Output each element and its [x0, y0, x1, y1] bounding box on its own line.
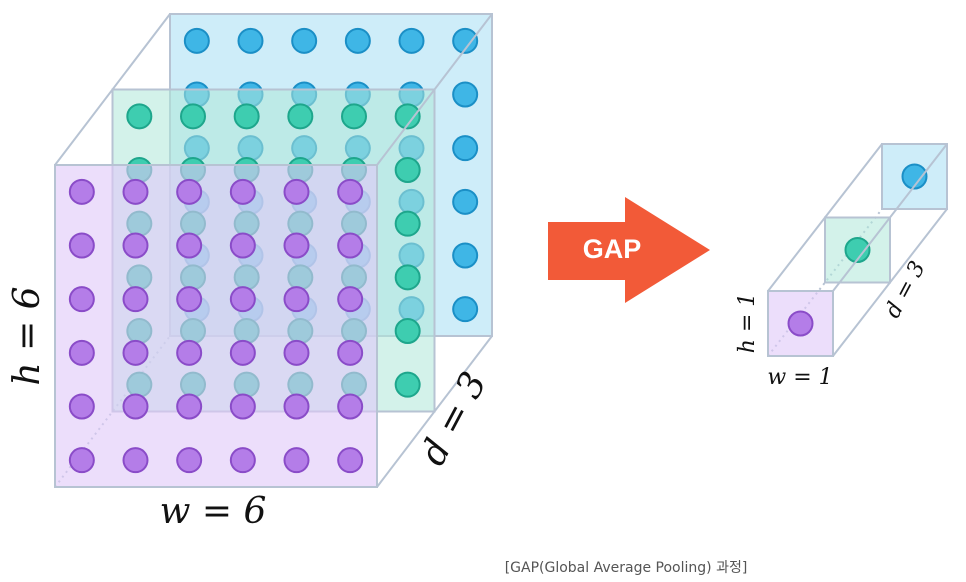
- neuron: [283, 393, 310, 420]
- neuron: [229, 339, 256, 366]
- neuron: [176, 178, 203, 205]
- edge: [376, 335, 493, 488]
- height-label: h = 1: [735, 293, 760, 354]
- edge: [832, 143, 948, 292]
- neuron: [452, 27, 479, 54]
- neuron: [452, 242, 479, 269]
- neuron: [283, 232, 310, 259]
- neuron: [337, 393, 364, 420]
- neuron: [183, 27, 210, 54]
- neuron: [787, 310, 814, 337]
- neuron: [283, 178, 310, 205]
- neuron: [452, 188, 479, 215]
- neuron: [229, 286, 256, 313]
- neuron: [337, 447, 364, 474]
- neuron: [337, 286, 364, 313]
- neuron: [68, 393, 95, 420]
- neuron: [180, 103, 206, 130]
- neuron: [68, 447, 95, 474]
- caption: [GAP(Global Average Pooling) 과정]: [505, 560, 748, 576]
- edge: [767, 143, 883, 292]
- neuron: [344, 27, 371, 54]
- neuron: [283, 339, 310, 366]
- neuron: [291, 27, 318, 54]
- neuron: [452, 296, 479, 323]
- neuron: [176, 447, 203, 474]
- neuron: [122, 393, 149, 420]
- neuron: [68, 286, 95, 313]
- neuron: [68, 232, 95, 259]
- neuron: [233, 103, 260, 130]
- neuron: [237, 27, 264, 54]
- neuron: [122, 286, 149, 313]
- neuron: [337, 339, 364, 366]
- neuron: [452, 135, 479, 162]
- neuron: [844, 237, 871, 263]
- height-label: h = 6: [7, 286, 48, 385]
- edge: [54, 13, 171, 166]
- neuron: [394, 318, 421, 344]
- channel-plane: [54, 164, 378, 488]
- arrow-label: GAP: [583, 234, 642, 264]
- neuron: [229, 447, 256, 474]
- neuron: [122, 447, 149, 474]
- neuron: [229, 393, 256, 420]
- neuron: [394, 210, 421, 237]
- neuron: [176, 286, 203, 313]
- neuron: [341, 103, 367, 130]
- neuron: [122, 178, 149, 205]
- neuron: [176, 393, 203, 420]
- neuron: [901, 163, 928, 190]
- neuron: [122, 232, 149, 259]
- neuron: [394, 371, 421, 398]
- neuron: [337, 178, 364, 205]
- neuron: [126, 103, 153, 130]
- neuron: [452, 81, 479, 108]
- neuron: [229, 178, 256, 205]
- neuron: [337, 232, 364, 259]
- neuron: [394, 103, 421, 130]
- neuron: [122, 339, 149, 366]
- width-label: w = 1: [767, 365, 832, 390]
- neuron: [229, 232, 256, 259]
- edge: [832, 208, 948, 357]
- neuron: [394, 264, 421, 291]
- neuron: [394, 157, 421, 183]
- edge: [376, 13, 493, 166]
- neuron: [283, 447, 310, 474]
- neuron: [287, 103, 314, 130]
- output-tensor: [767, 143, 948, 357]
- neuron: [176, 339, 203, 366]
- input-tensor: [54, 13, 493, 488]
- neuron: [398, 27, 425, 54]
- neuron: [176, 232, 203, 259]
- width-label: w = 6: [160, 491, 267, 532]
- neuron: [68, 339, 95, 366]
- neuron: [68, 178, 95, 205]
- gap-arrow: [548, 197, 710, 303]
- neuron: [283, 286, 310, 313]
